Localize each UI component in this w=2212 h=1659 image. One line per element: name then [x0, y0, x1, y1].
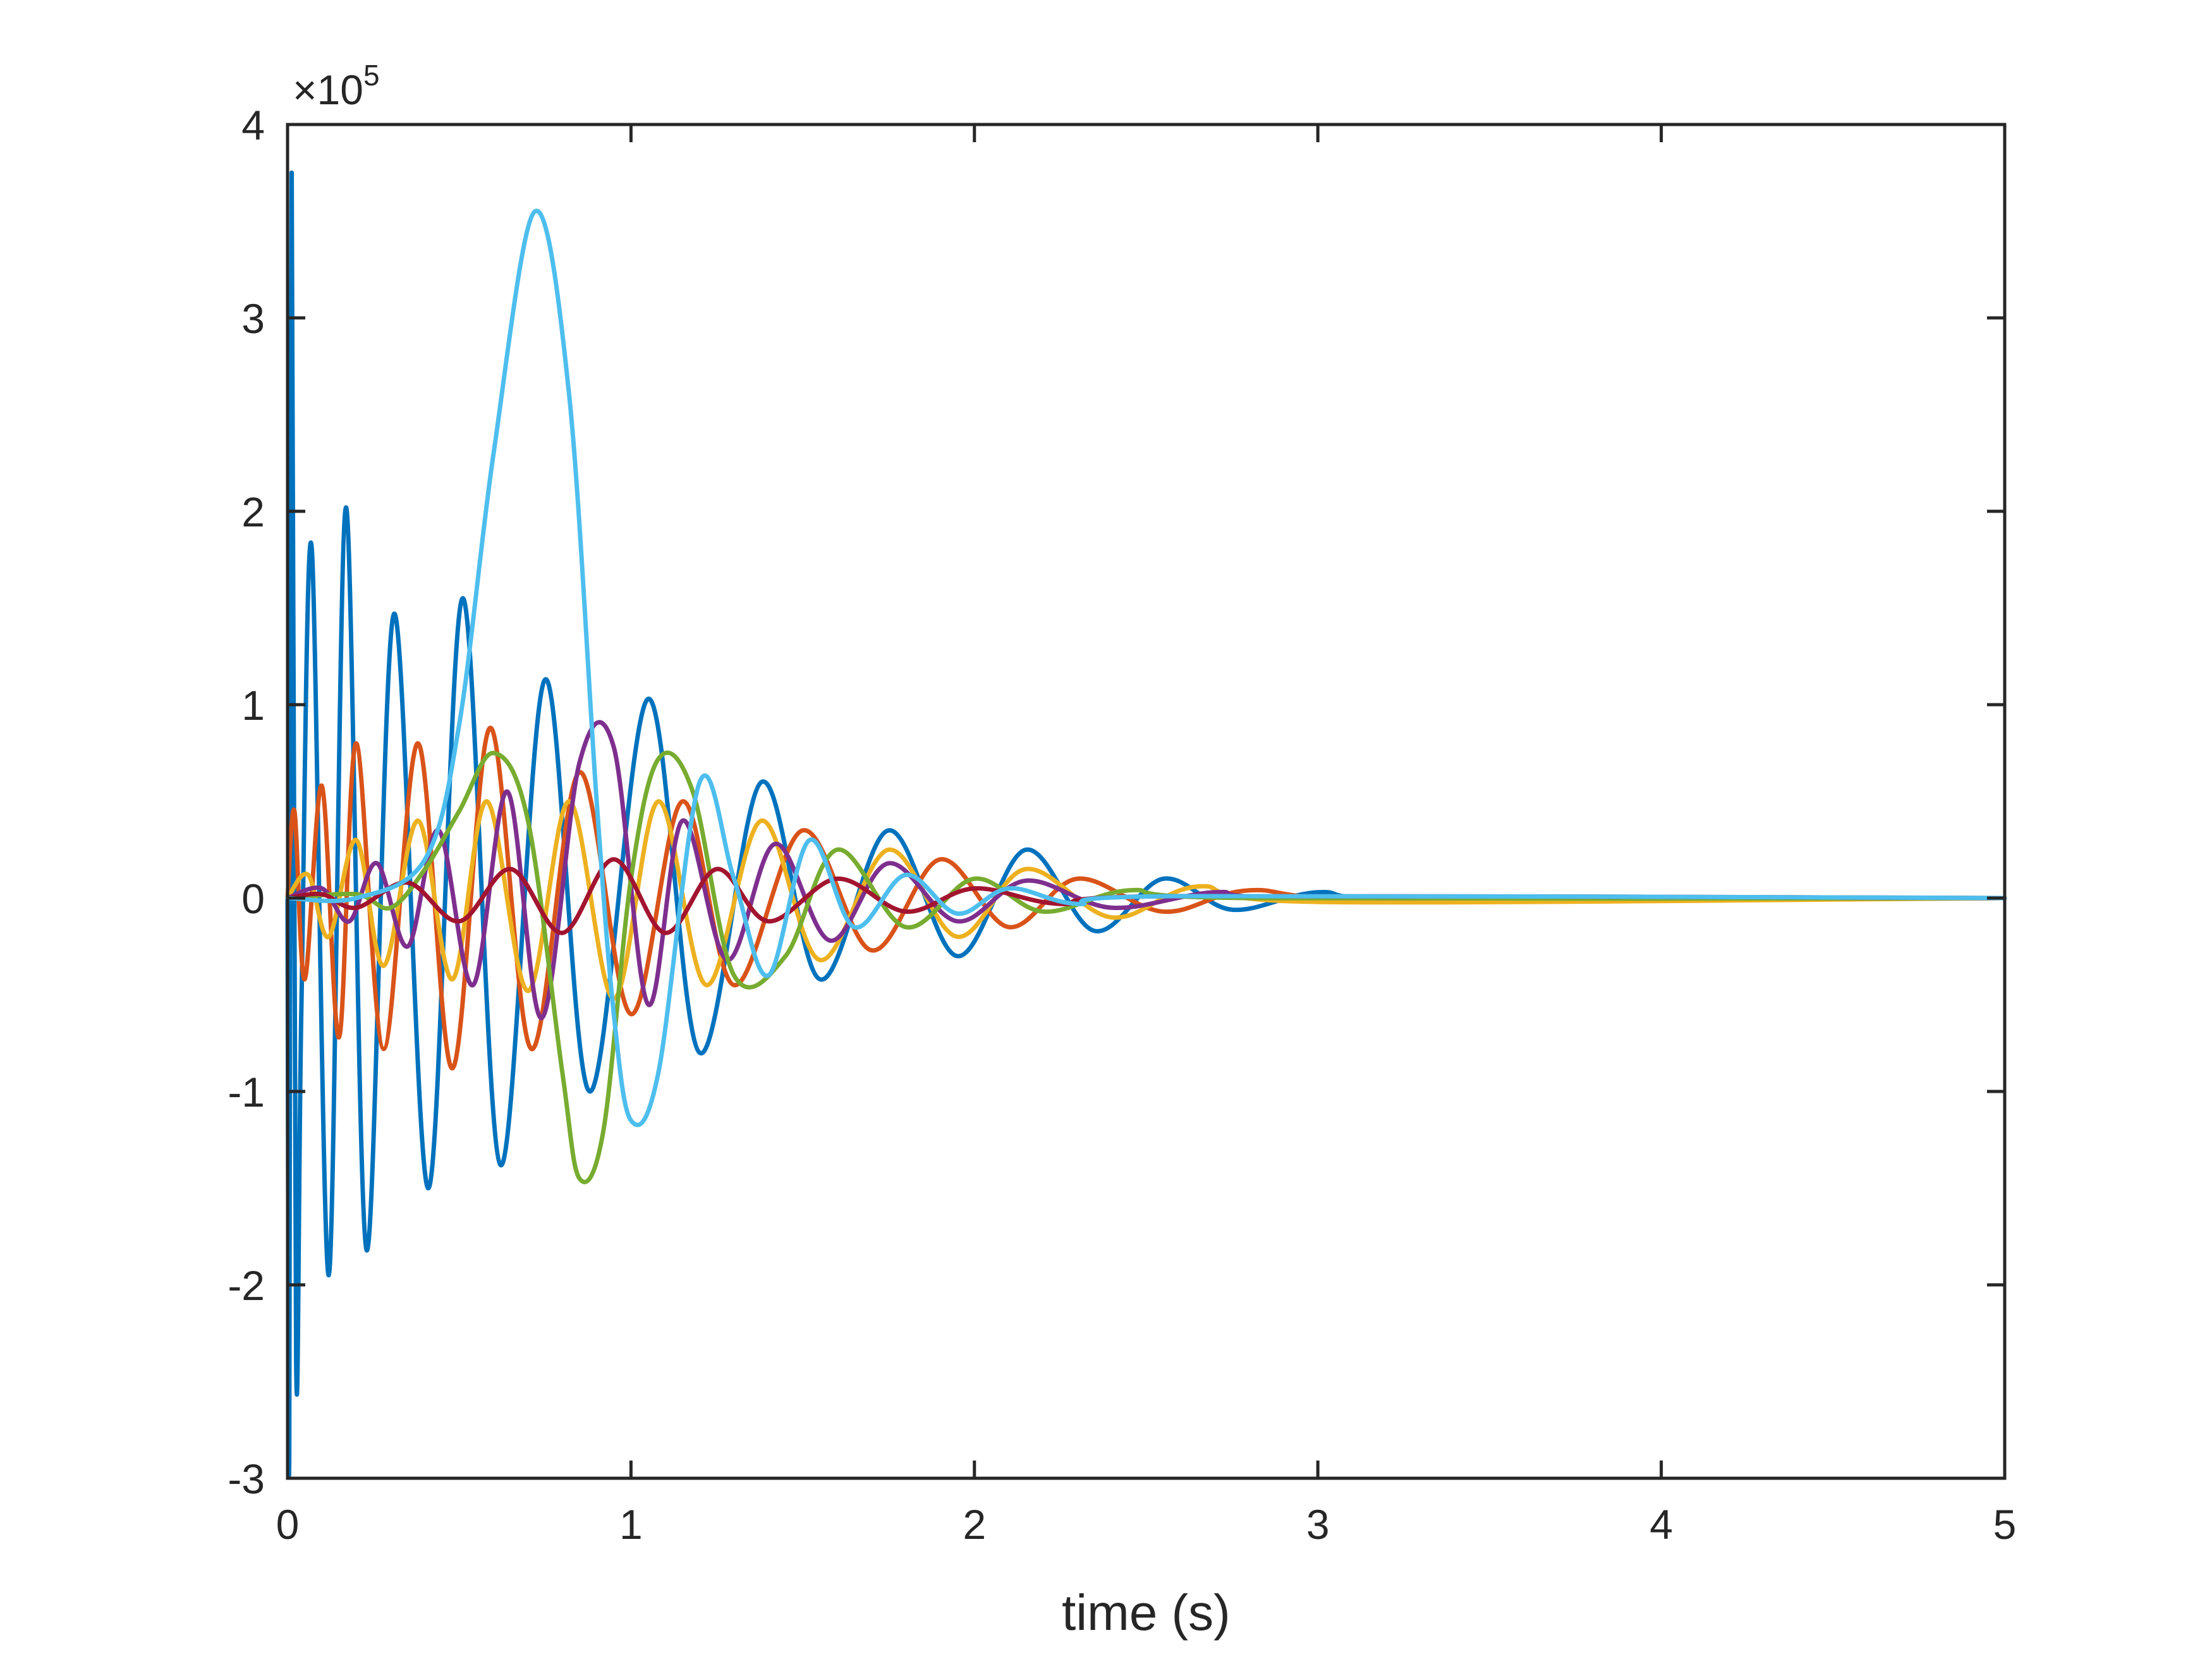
- x-tick-label: 2: [963, 1501, 986, 1548]
- x-tick-label: 0: [276, 1501, 300, 1548]
- y-exponent-label: ×105: [293, 59, 380, 113]
- series-line-2: [285, 726, 2007, 1071]
- x-tick-label: 4: [1650, 1501, 1673, 1548]
- ticks-group: 0 1 2 3 4 5 -3 -2 -1 0 1 2 3 4: [228, 102, 2016, 1548]
- axes-frame: [286, 123, 2007, 1480]
- x-axis-label: time (s): [1062, 1584, 1231, 1641]
- y-tick-label: 0: [241, 875, 265, 922]
- y-tick-label: -1: [228, 1069, 265, 1115]
- plot-area: [286, 123, 2007, 1480]
- y-tick-label: -3: [228, 1455, 265, 1502]
- y-tick-label: 1: [241, 682, 265, 729]
- series-line-1: [285, 170, 2007, 1478]
- y-tick-label: 4: [241, 102, 265, 149]
- series-line-5: [285, 750, 2007, 1184]
- y-tick-label: 2: [241, 489, 265, 535]
- x-tick-label: 3: [1306, 1501, 1330, 1548]
- y-exponent-power: 5: [363, 59, 380, 92]
- series-group: [285, 170, 2007, 1478]
- x-tick-label: 1: [619, 1501, 643, 1548]
- y-tick-label: -2: [228, 1262, 265, 1309]
- y-exponent-base: ×10: [293, 66, 363, 113]
- y-tick-label: 3: [241, 295, 265, 342]
- series-line-7: [285, 209, 2007, 1127]
- x-tick-label: 5: [1993, 1501, 2017, 1548]
- series-line-3: [285, 799, 2007, 1001]
